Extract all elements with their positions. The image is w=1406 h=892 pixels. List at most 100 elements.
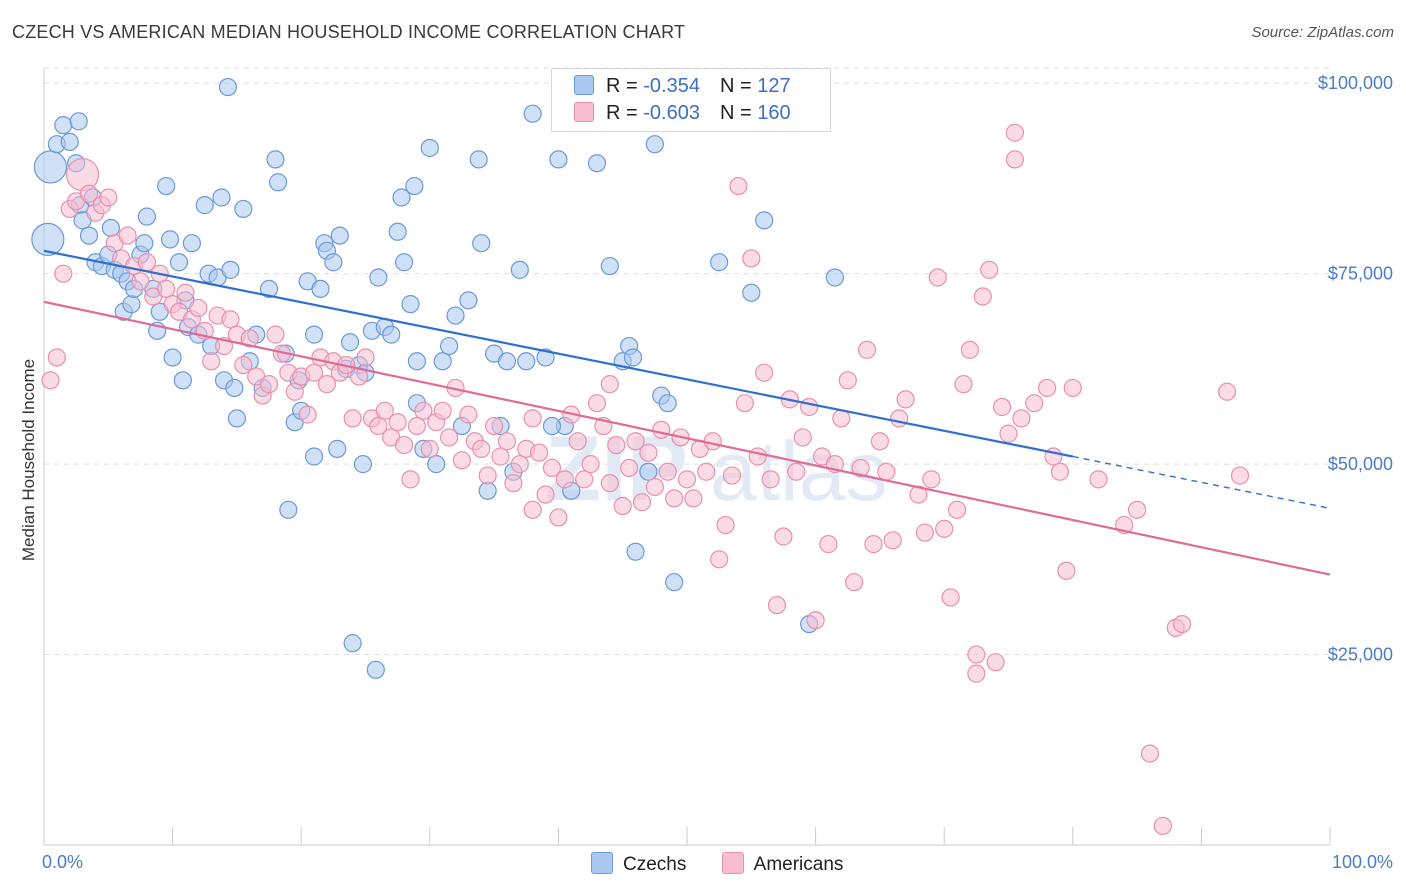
legend-item-czechs: Czechs bbox=[591, 852, 686, 876]
american-point-51 bbox=[369, 416, 388, 436]
axes bbox=[43, 68, 1331, 846]
czech-point-36 bbox=[195, 196, 214, 215]
american-point-113 bbox=[767, 595, 787, 615]
czech-point-100 bbox=[536, 348, 555, 367]
american-point-128 bbox=[864, 535, 883, 554]
czech-point-119 bbox=[825, 268, 844, 287]
czech-trend-line bbox=[43, 249, 1074, 458]
american-point-140 bbox=[947, 500, 967, 519]
american-point-31 bbox=[240, 329, 259, 348]
data-points bbox=[31, 77, 1250, 836]
american-point-130 bbox=[877, 462, 896, 481]
czech-point-34 bbox=[182, 234, 201, 253]
american-point-52 bbox=[375, 401, 394, 420]
czech-point-67 bbox=[343, 634, 362, 653]
czech-point-97 bbox=[510, 260, 529, 279]
american-point-97 bbox=[665, 489, 684, 508]
chart-source: Source: ZipAtlas.com bbox=[1251, 24, 1394, 41]
czech-point-29 bbox=[163, 348, 182, 367]
czech-point-58 bbox=[304, 325, 324, 344]
american-swatch bbox=[574, 102, 594, 122]
czech-trend-extension bbox=[1072, 455, 1331, 509]
czech-point-77 bbox=[392, 188, 411, 207]
american-point-85 bbox=[587, 394, 607, 413]
czechs-legend-label: Czechs bbox=[623, 854, 687, 875]
american-point-92 bbox=[632, 493, 652, 512]
american-point-64 bbox=[452, 451, 472, 470]
american-point-157 bbox=[1089, 470, 1108, 489]
czech-point-4 bbox=[60, 132, 79, 151]
americans-legend-swatch bbox=[721, 852, 744, 874]
american-point-127 bbox=[857, 340, 877, 359]
american-point-88 bbox=[607, 435, 626, 455]
american-point-62 bbox=[439, 428, 459, 447]
american-point-40 bbox=[298, 405, 317, 424]
legend-row-americans: R = -0.603 N = 160 bbox=[574, 102, 791, 128]
americans-legend-label: Americans bbox=[753, 854, 844, 875]
american-point-112 bbox=[761, 470, 780, 489]
czech-point-53 bbox=[279, 500, 298, 519]
american-point-150 bbox=[1012, 409, 1031, 428]
american-point-148 bbox=[999, 424, 1018, 443]
american-point-105 bbox=[716, 515, 735, 535]
czech-r-value: -0.354 bbox=[643, 75, 700, 97]
czech-point-122 bbox=[542, 416, 562, 436]
czech-point-81 bbox=[407, 352, 427, 371]
american-point-168 bbox=[523, 500, 542, 519]
american-point-91 bbox=[626, 432, 645, 451]
american-point-108 bbox=[735, 394, 754, 413]
czech-point-92 bbox=[478, 481, 497, 500]
american-point-14 bbox=[131, 272, 150, 291]
american-point-124 bbox=[838, 371, 857, 390]
american-point-57 bbox=[407, 416, 427, 436]
american-point-142 bbox=[960, 340, 980, 359]
american-point-93 bbox=[639, 443, 658, 462]
czech-point-49 bbox=[259, 279, 279, 299]
american-point-106 bbox=[722, 466, 742, 485]
czech-point-114 bbox=[665, 573, 684, 592]
american-point-169 bbox=[600, 375, 619, 394]
american-point-104 bbox=[710, 550, 729, 569]
czech-point-19 bbox=[122, 295, 141, 314]
american-point-164 bbox=[1218, 382, 1237, 401]
american-point-152 bbox=[1037, 378, 1057, 398]
american-point-133 bbox=[896, 390, 915, 409]
american-point-114 bbox=[774, 527, 793, 546]
czech-point-66 bbox=[340, 333, 360, 352]
czech-point-72 bbox=[366, 660, 385, 679]
legend-row-czechs: R = -0.354 N = 127 bbox=[574, 75, 791, 101]
czech-point-27 bbox=[157, 176, 176, 196]
american-point-87 bbox=[600, 474, 619, 493]
czech-point-101 bbox=[549, 150, 568, 169]
american-point-28 bbox=[221, 310, 240, 329]
czech-point-110 bbox=[639, 462, 658, 481]
czech-point-84 bbox=[427, 455, 446, 474]
czech-point-45 bbox=[234, 199, 253, 219]
american-point-78 bbox=[542, 458, 562, 478]
american-point-110 bbox=[748, 447, 767, 466]
czech-point-111 bbox=[645, 135, 664, 154]
american-point-118 bbox=[800, 397, 819, 417]
american-point-160 bbox=[1140, 744, 1160, 763]
american-n-value: 160 bbox=[757, 102, 791, 124]
american-point-154 bbox=[1050, 462, 1070, 481]
american-point-61 bbox=[433, 401, 452, 420]
american-point-54 bbox=[388, 413, 407, 432]
american-point-90 bbox=[620, 458, 639, 478]
american-point-136 bbox=[922, 470, 941, 489]
american-point-43 bbox=[317, 375, 337, 394]
american-point-167 bbox=[1005, 150, 1025, 169]
czech-point-1 bbox=[31, 222, 65, 256]
czech-r-label: R = bbox=[606, 75, 644, 97]
american-point-0 bbox=[41, 371, 60, 390]
american-point-107 bbox=[729, 176, 748, 196]
american-point-149 bbox=[1005, 123, 1025, 142]
czech-point-116 bbox=[742, 283, 761, 302]
american-point-161 bbox=[1153, 816, 1172, 836]
american-point-132 bbox=[890, 409, 909, 428]
czech-point-75 bbox=[382, 325, 401, 344]
czech-point-95 bbox=[497, 352, 517, 371]
czech-point-62 bbox=[324, 253, 343, 272]
czech-point-109 bbox=[626, 542, 645, 561]
american-point-82 bbox=[568, 432, 587, 451]
